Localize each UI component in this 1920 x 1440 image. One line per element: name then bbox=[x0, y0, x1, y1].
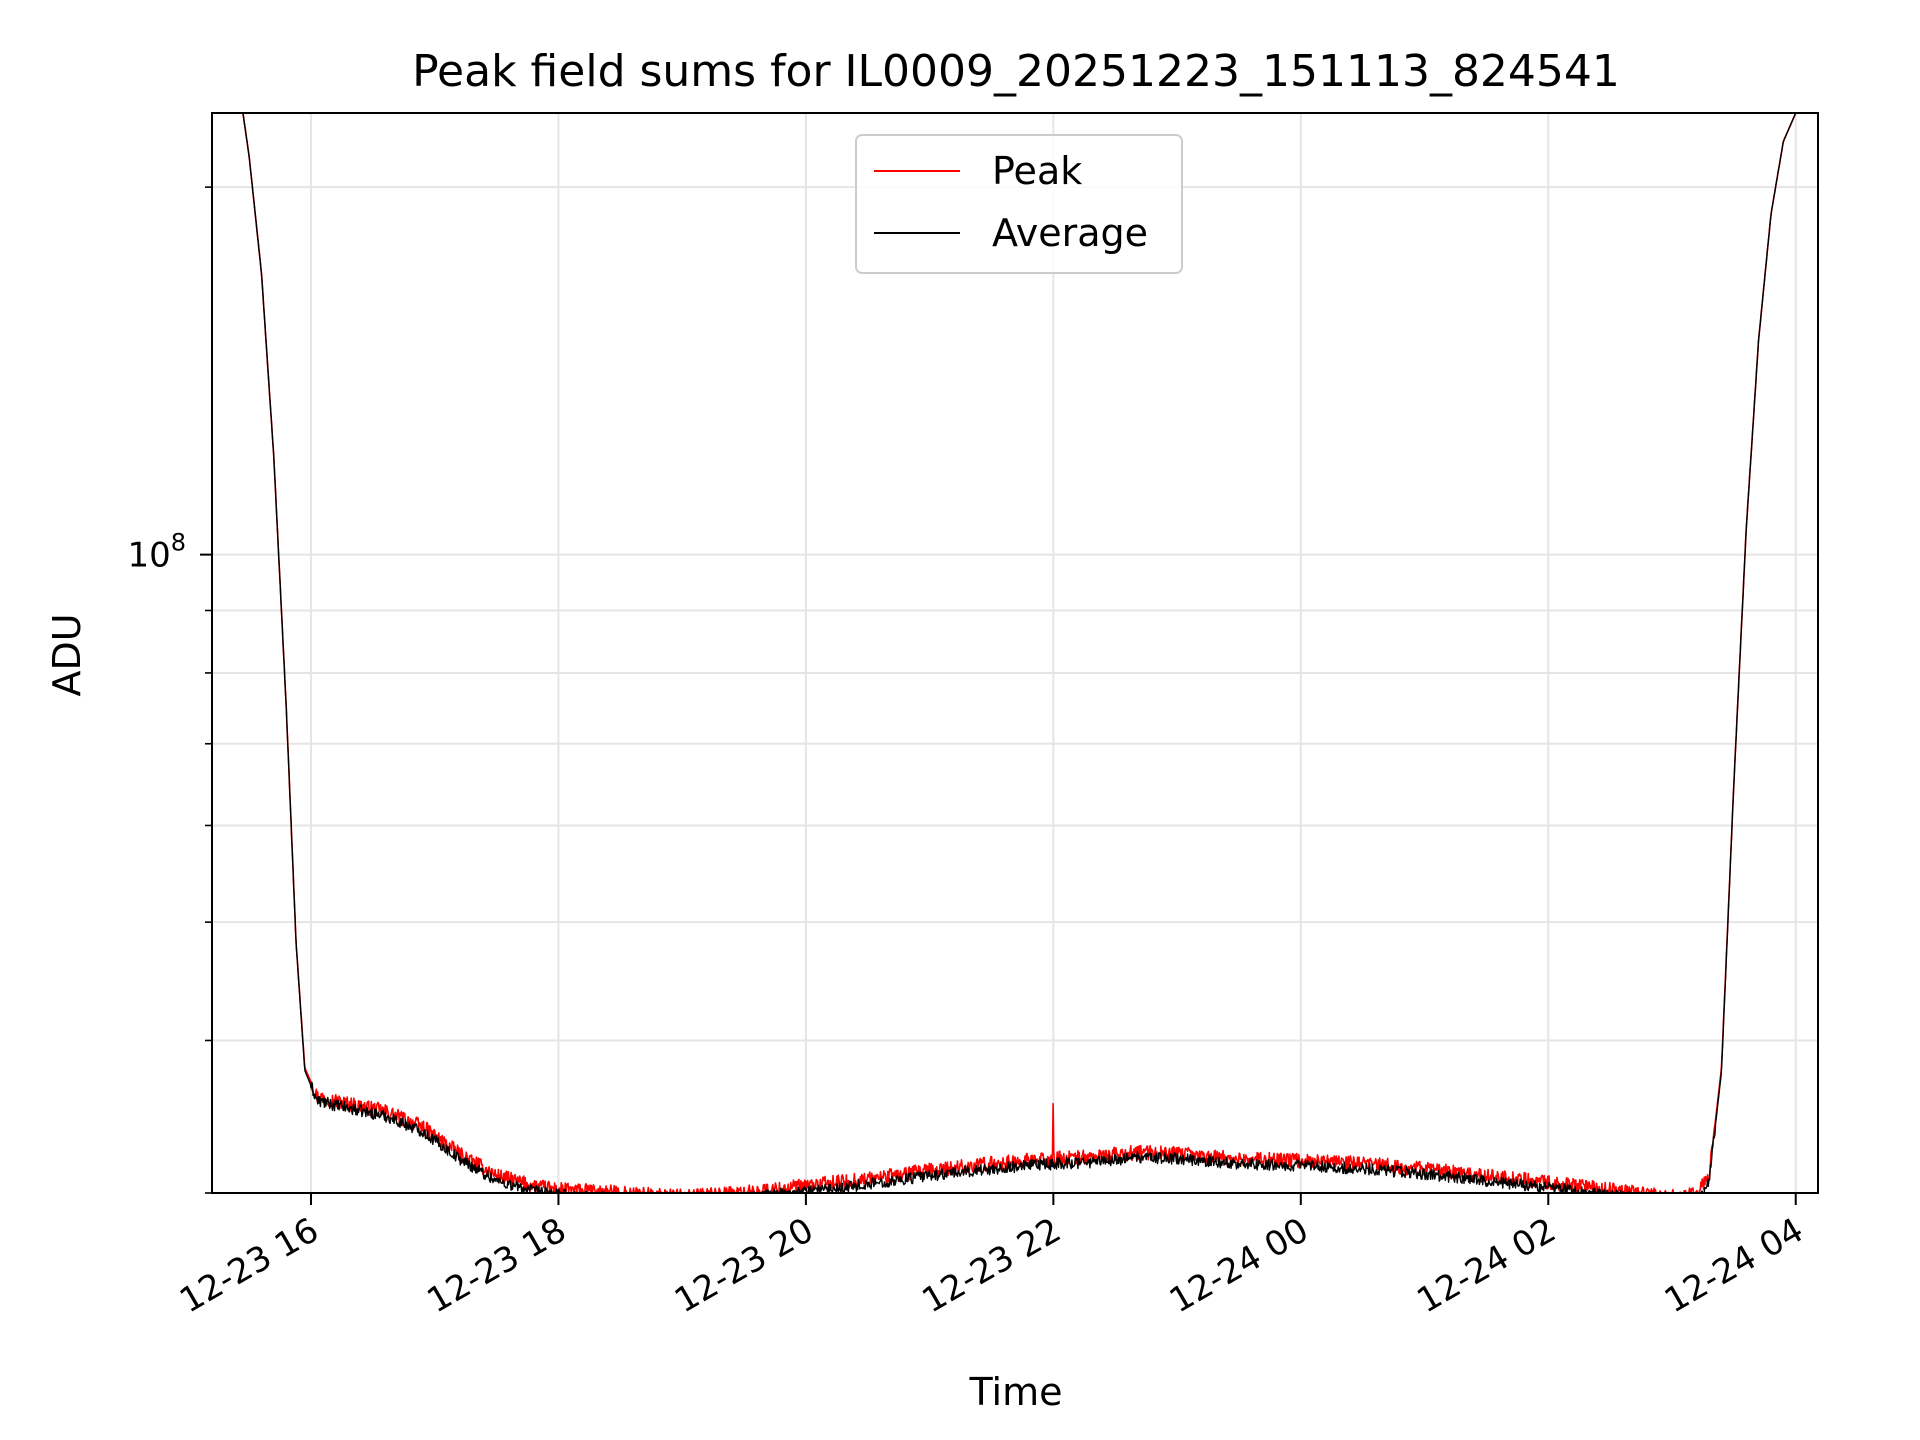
y-axis-label: ADU bbox=[45, 613, 89, 696]
y-tick-label-exponent: 8 bbox=[171, 529, 186, 557]
y-tick-label-1e8: 108 bbox=[127, 529, 186, 576]
legend: Peak Average bbox=[855, 134, 1183, 274]
legend-label-average: Average bbox=[992, 211, 1148, 255]
y-tick-label-base: 10 bbox=[127, 536, 170, 576]
x-axis-label: Time bbox=[969, 1370, 1063, 1414]
legend-box bbox=[855, 134, 1183, 274]
plot-frame bbox=[211, 112, 1819, 1194]
chart-title: Peak field sums for IL0009_20251223_1511… bbox=[412, 46, 1620, 97]
series-line-average bbox=[211, 112, 1819, 1194]
series-lines bbox=[211, 112, 1819, 1194]
legend-label-peak: Peak bbox=[992, 149, 1082, 193]
